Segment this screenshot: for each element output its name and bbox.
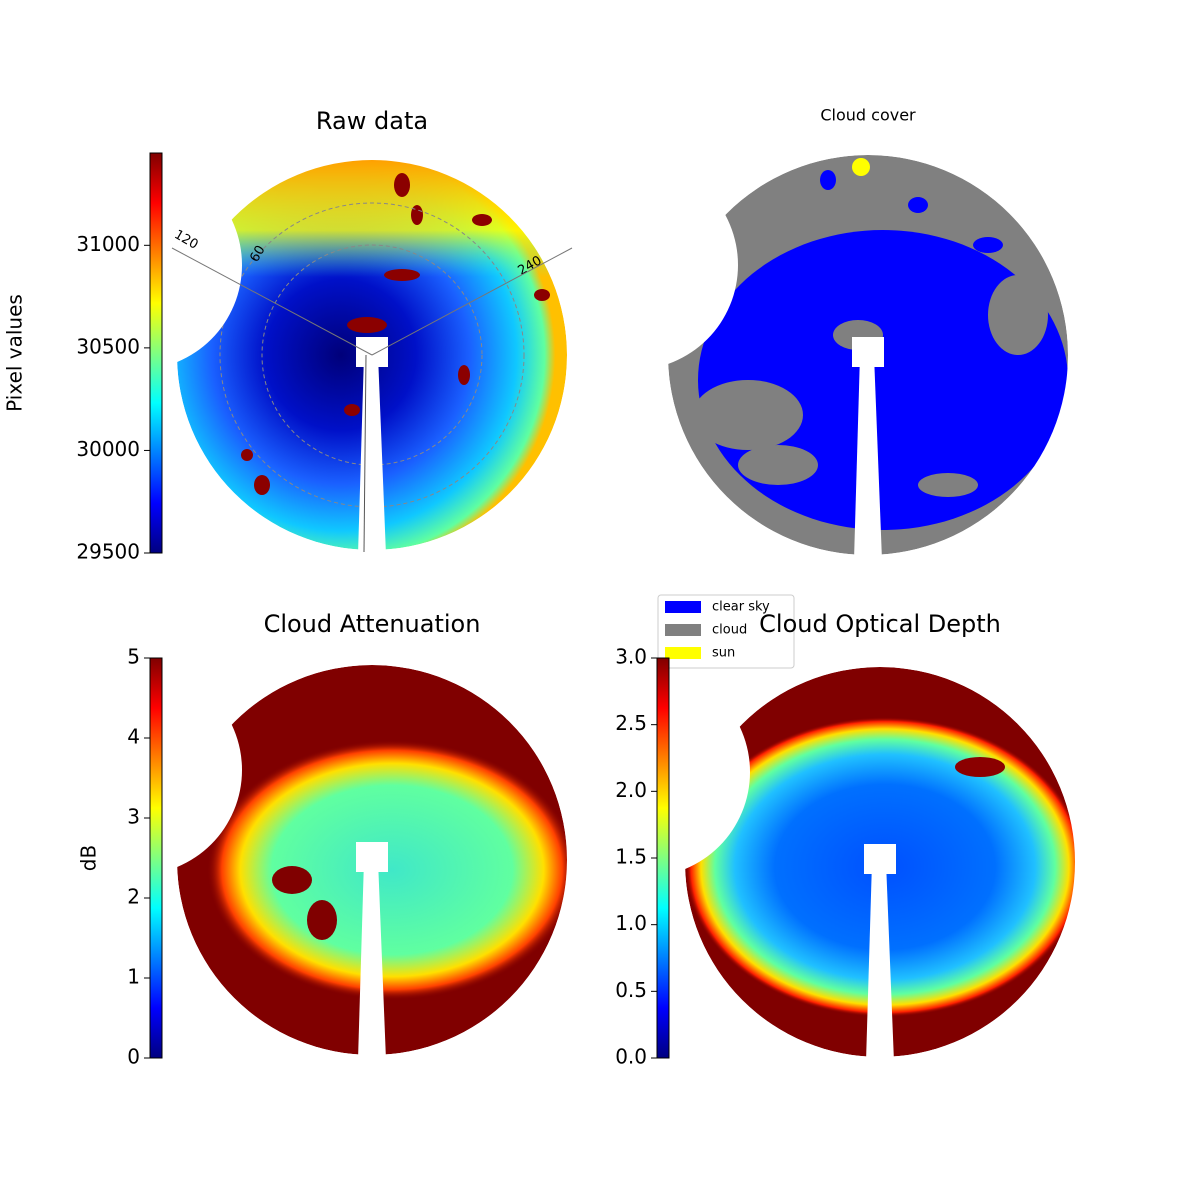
colorbar-tick-label: 2.0 <box>615 778 647 802</box>
sky-image <box>685 667 1085 1057</box>
cloud-patch <box>534 289 550 301</box>
legend-label: clear sky <box>712 600 770 615</box>
colorbar <box>656 657 670 1059</box>
colorbar-tick-label: 2.5 <box>615 711 647 735</box>
colorbar-tick-label: 29500 <box>76 540 140 564</box>
colorbar-tick-label: 5 <box>127 645 140 669</box>
polar-ring <box>219 202 525 508</box>
cloud-patch <box>918 473 978 497</box>
colorbar-tick-label: 3.0 <box>615 645 647 669</box>
colorbar-tick-label: 1 <box>127 965 140 989</box>
cloud-patch <box>344 404 360 416</box>
polar-label: 60 <box>247 243 268 265</box>
colorbar-label: dB <box>77 845 101 871</box>
panel-title: Cloud cover <box>820 106 916 125</box>
legend-swatch <box>665 601 701 613</box>
cloud-patch <box>254 475 270 495</box>
legend-label: sun <box>712 646 735 661</box>
cloud-patch <box>272 866 312 894</box>
colorbar-tick-label: 31000 <box>76 232 140 256</box>
cloud-patch <box>384 269 420 281</box>
colorbar-tick-label: 0.5 <box>615 978 647 1002</box>
colorbar-label: Pixel values <box>3 294 27 412</box>
colorbar-tick-label: 2 <box>127 885 140 909</box>
cloud-patch <box>833 320 883 350</box>
cloud-patch <box>693 380 803 450</box>
cloud-patch <box>988 275 1048 355</box>
cloud-patch <box>458 365 470 385</box>
panel-title: Cloud Attenuation <box>264 610 481 638</box>
legend: clear sky cloud sun <box>657 594 795 669</box>
sky-inner <box>207 740 577 1000</box>
polar-spoke <box>371 247 573 356</box>
cloud-patch <box>347 317 387 333</box>
cloud-patch <box>820 170 836 190</box>
polar-spoke <box>171 247 373 356</box>
colorbar-tick-label: 3 <box>127 805 140 829</box>
colorbar <box>149 152 163 554</box>
colorbar-tick-label: 30500 <box>76 334 140 358</box>
colorbar-tick-label: 1.5 <box>615 845 647 869</box>
colorbar-tick-label: 4 <box>127 725 140 749</box>
cloud-patch <box>411 205 423 225</box>
cloud-patch <box>394 173 410 197</box>
legend-swatch <box>665 647 701 659</box>
cloud-patch <box>241 449 253 461</box>
polar-ring <box>261 244 483 466</box>
cloud-patch <box>472 214 492 226</box>
sky-image <box>668 155 1068 555</box>
colorbar-tick-label: 0.0 <box>615 1045 647 1069</box>
colorbar-tick-label: 0 <box>127 1045 140 1069</box>
cloud-patch <box>908 197 928 213</box>
cloud-patch <box>973 237 1003 253</box>
clear-fill <box>698 230 1068 530</box>
colorbar-tick-label: 30000 <box>76 437 140 461</box>
sun-marker <box>852 158 870 176</box>
sky-inner <box>685 717 1085 1017</box>
polar-spoke <box>363 354 367 553</box>
colorbar-tick-label: 1.0 <box>615 911 647 935</box>
panel-title: Raw data <box>316 107 428 135</box>
legend-swatch <box>665 624 701 636</box>
panel-title: Cloud Optical Depth <box>759 610 1001 638</box>
colorbar <box>149 657 163 1059</box>
legend-label: cloud <box>712 623 747 638</box>
cloud-patch <box>307 900 337 940</box>
sky-image <box>177 665 577 1055</box>
cloud-patch <box>738 445 818 485</box>
cloud-patch <box>955 757 1005 777</box>
